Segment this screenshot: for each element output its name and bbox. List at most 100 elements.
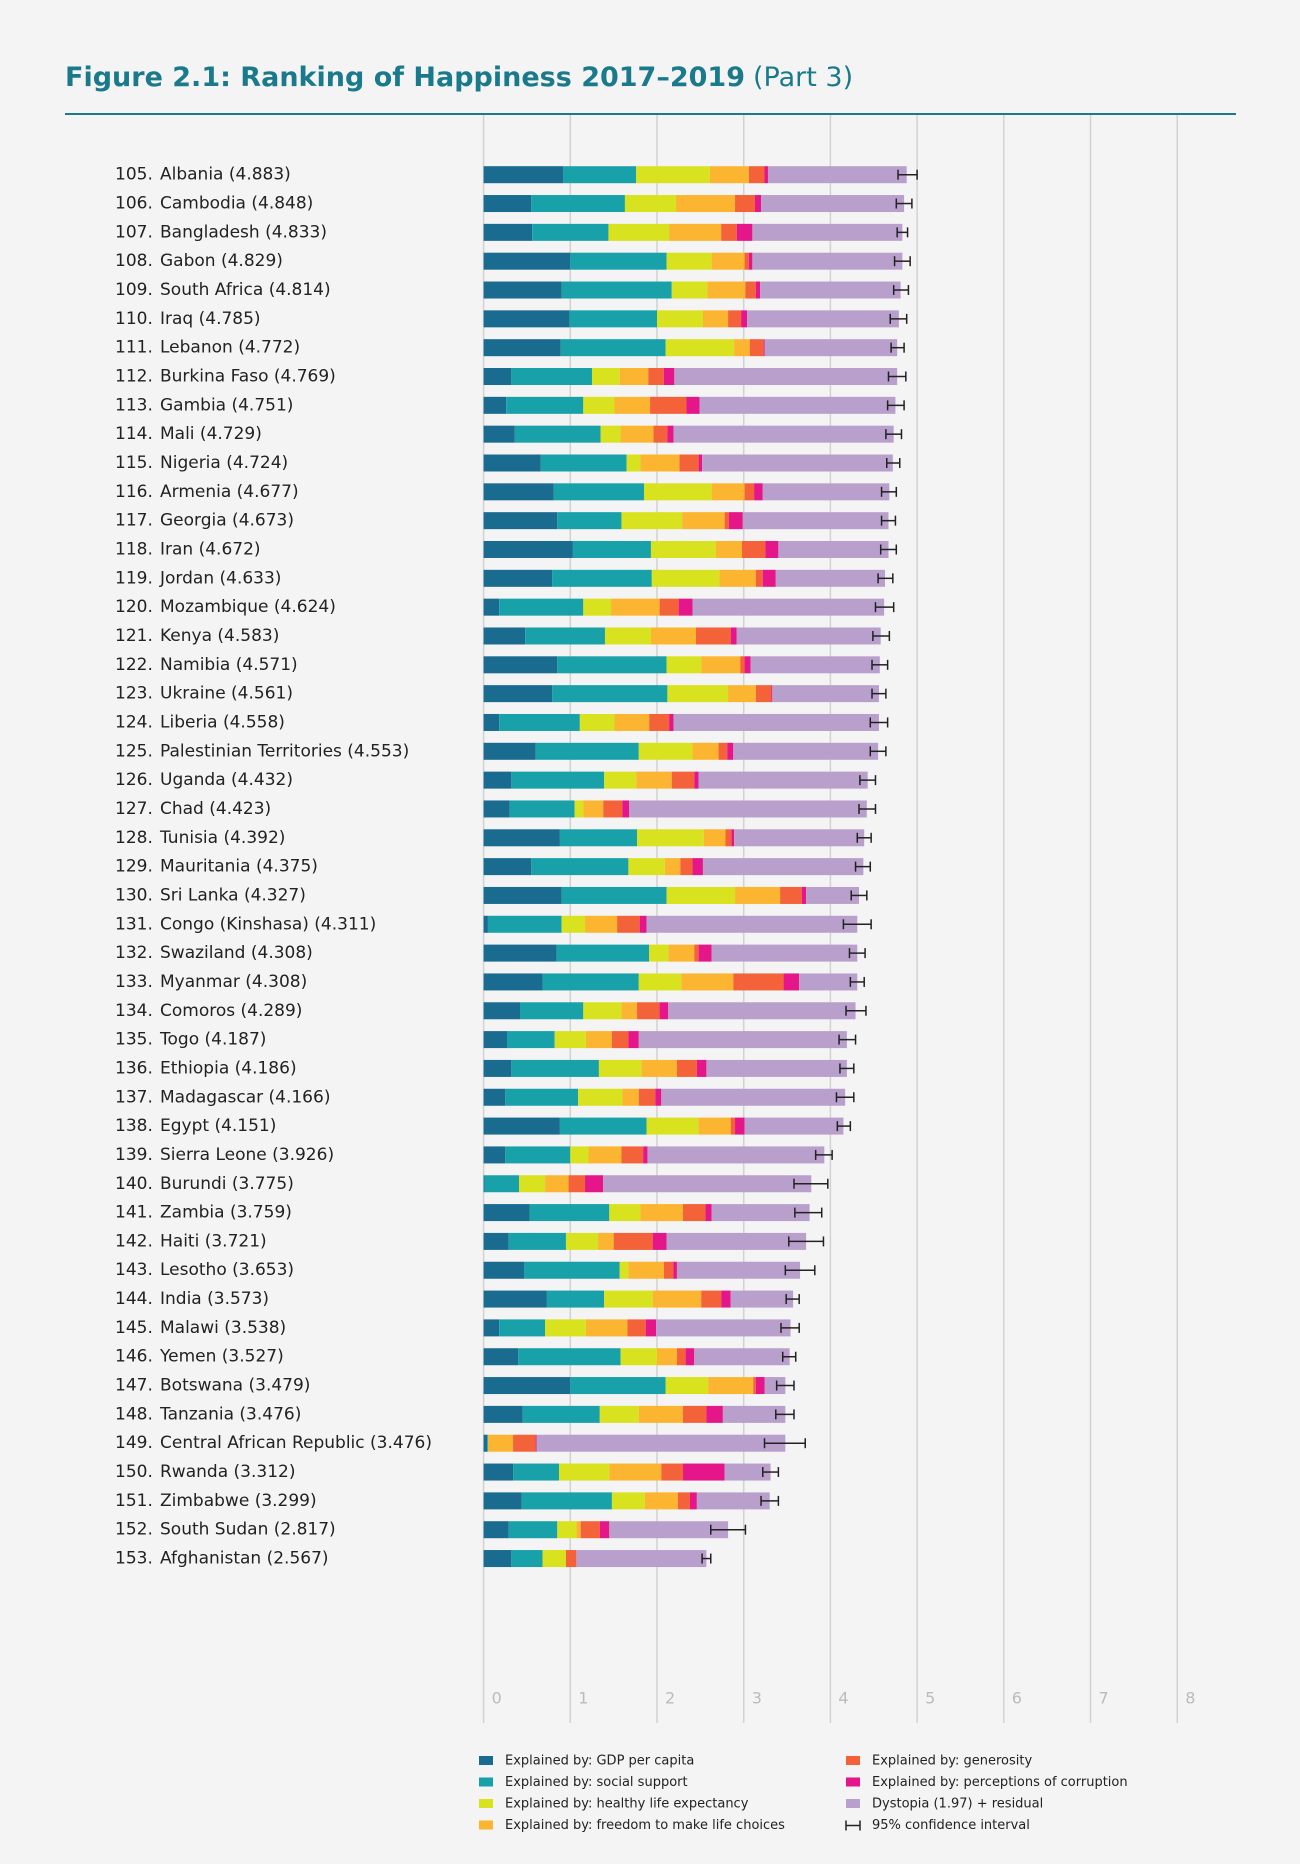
rank-label: 106. [115, 194, 153, 214]
bar-segment [554, 1031, 586, 1049]
bar-segment [671, 281, 708, 299]
bar-segment [711, 1204, 810, 1222]
error-bar [896, 227, 909, 238]
bar-segment [569, 310, 657, 328]
bar-segment [556, 944, 650, 962]
bar-segment [699, 396, 896, 414]
bar-segment [692, 742, 719, 760]
bar-segment [518, 1348, 621, 1366]
bar-segment [483, 1521, 509, 1539]
bar-segment [639, 915, 647, 933]
bar-segment [653, 425, 668, 443]
bar-segment [767, 166, 907, 184]
rank-label: 152. [115, 1520, 153, 1540]
country-label: Central African Republic (3.476) [160, 1433, 432, 1453]
rank-label: 126. [115, 770, 153, 790]
country-label: Togo (4.187) [159, 1030, 266, 1050]
bar-segment [754, 195, 762, 213]
bar-segment [669, 223, 722, 241]
bar-segment [614, 713, 650, 731]
country-label: Chad (4.423) [160, 799, 271, 819]
bar-segment [483, 425, 515, 443]
bar-segment [650, 540, 716, 558]
chart-title: Figure 2.1: Ranking of Happiness 2017–20… [65, 62, 853, 93]
error-bar [869, 746, 887, 757]
bar-segment [646, 1117, 699, 1135]
bar-segment [735, 195, 755, 213]
bar-segment [755, 569, 763, 587]
x-tick-label: 4 [838, 1689, 848, 1708]
legend-label: Dystopia (1.97) + residual [872, 1797, 1043, 1812]
bar-segment [721, 1290, 731, 1308]
error-bar [885, 429, 903, 440]
rank-label: 124. [115, 712, 153, 732]
legend-swatch [846, 1799, 860, 1808]
country-label: Namibia (4.571) [160, 655, 298, 675]
bar-segment [628, 1261, 664, 1279]
bar-segment [483, 944, 557, 962]
bar-segment [483, 1002, 521, 1020]
error-bar [893, 256, 911, 267]
bar-segment [561, 915, 586, 933]
bar-segment [744, 252, 749, 270]
bar-segment [519, 1175, 546, 1193]
error-bar [785, 1294, 800, 1305]
bar-segment [666, 656, 702, 674]
error-bar [889, 313, 908, 324]
bar-segment [643, 483, 712, 501]
bar-segment [483, 368, 512, 386]
bar-segment [583, 1002, 622, 1020]
country-label: Palestinian Territories (4.553) [160, 741, 409, 761]
rank-label: 118. [115, 539, 153, 559]
legend-label: Explained by: perceptions of corruption [872, 1775, 1128, 1790]
bar-segment [640, 1204, 684, 1222]
bar-segment [698, 1117, 731, 1135]
bar-segment [487, 915, 562, 933]
bar-segment [622, 1088, 639, 1106]
bar-segment [588, 1146, 622, 1164]
bar-segment [622, 800, 630, 818]
x-tick-label: 1 [578, 1689, 588, 1708]
bar-segment [524, 1261, 620, 1279]
legend-swatch [845, 1820, 861, 1831]
error-bar [874, 602, 895, 613]
bar-segment [764, 166, 768, 184]
rank-label: 114. [115, 424, 153, 444]
error-bar [836, 1121, 852, 1132]
error-bar [886, 458, 901, 468]
bar-segment [708, 1377, 754, 1395]
bar-segment [583, 396, 615, 414]
error-bar [872, 630, 891, 641]
bar-segment [701, 656, 741, 674]
bar-segment [734, 339, 750, 357]
bar-segment [521, 1492, 612, 1510]
bar-segment [683, 1463, 725, 1481]
bar-segment [483, 1377, 571, 1395]
bar-segment [702, 454, 893, 472]
rank-label: 110. [115, 309, 153, 329]
legend-swatch [479, 1777, 493, 1787]
bar-segment [676, 195, 736, 213]
rank-label: 149. [115, 1433, 153, 1453]
bar-segment [657, 1348, 677, 1366]
bar-segment [679, 454, 699, 472]
error-bar [892, 285, 910, 296]
bar-segment [585, 1031, 612, 1049]
error-bar [794, 1207, 823, 1218]
rank-label: 108. [115, 251, 153, 271]
bar-segment [663, 368, 675, 386]
bar-segment [696, 1492, 770, 1510]
bar-segment [750, 656, 880, 674]
bar-segment [552, 685, 668, 703]
bar-segment [647, 1146, 825, 1164]
country-label: Armenia (4.677) [160, 482, 299, 502]
bar-segment [557, 512, 622, 530]
bar-segment [483, 713, 500, 731]
country-label: Congo (Kinshasa) (4.311) [160, 914, 376, 934]
bar-segment [692, 598, 885, 616]
bar-segment [603, 1175, 812, 1193]
country-label: Swaziland (4.308) [160, 943, 313, 963]
bar-segment [676, 1059, 697, 1077]
bar-segment [694, 771, 699, 789]
bar-segment [744, 483, 755, 501]
